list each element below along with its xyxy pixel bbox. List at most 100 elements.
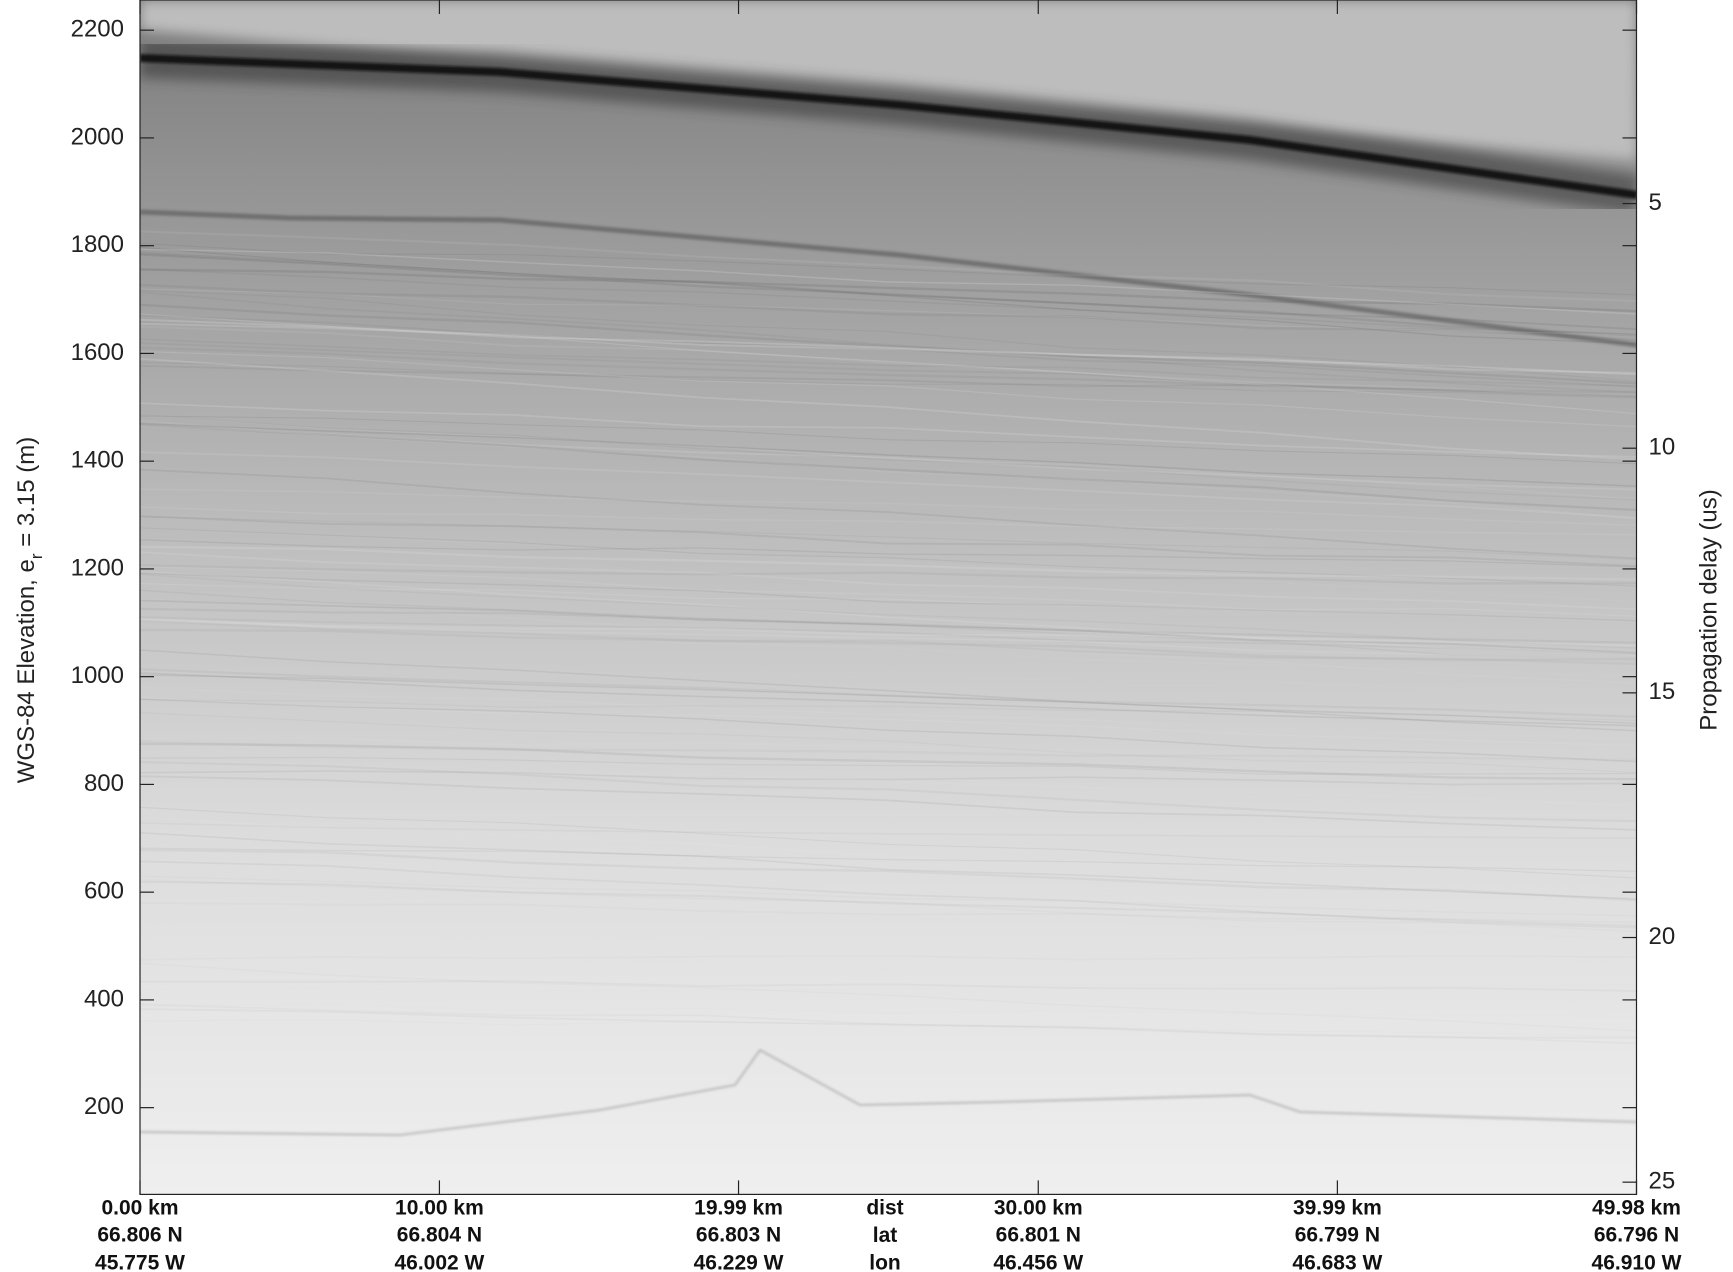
echo-layer bbox=[140, 832, 1637, 900]
echo-layer bbox=[140, 346, 1637, 394]
echo-layer bbox=[140, 697, 1637, 747]
echo-layer bbox=[140, 268, 1637, 336]
echo-layer bbox=[140, 712, 1637, 774]
echo-layer bbox=[140, 815, 1637, 891]
echo-layer bbox=[140, 570, 1637, 656]
row-label: dist bbox=[866, 1197, 903, 1220]
echo-layer bbox=[140, 338, 1637, 387]
lon-label: 46.683 W bbox=[1292, 1252, 1382, 1272]
echo-layer bbox=[140, 357, 1637, 461]
echo-layer bbox=[140, 252, 1637, 337]
y-tick-label: 600 bbox=[84, 878, 124, 905]
lon-label: 46.910 W bbox=[1592, 1252, 1682, 1272]
y-tick-label: 800 bbox=[84, 770, 124, 797]
y-axis-label: WGS-84 Elevation, er = 3.15 (m) bbox=[13, 437, 46, 784]
y2-tick-label: 25 bbox=[1649, 1168, 1676, 1195]
echo-layer bbox=[140, 619, 1637, 666]
echo-layer bbox=[140, 424, 1637, 512]
x-tick-label: 39.99 km bbox=[1293, 1197, 1382, 1220]
echo-layer bbox=[140, 288, 1637, 336]
lon-label: 46.229 W bbox=[694, 1252, 784, 1272]
echo-layer bbox=[140, 350, 1637, 428]
lat-label: 66.801 N bbox=[996, 1224, 1081, 1247]
echo-layer bbox=[140, 564, 1637, 585]
echo-layer bbox=[140, 929, 1637, 964]
echo-layer bbox=[140, 361, 1637, 399]
echo-layer bbox=[140, 822, 1637, 840]
echo-layer bbox=[140, 283, 1637, 342]
x-tick-label: 19.99 km bbox=[694, 1197, 783, 1220]
echo-layer bbox=[140, 539, 1637, 568]
echo-layer bbox=[140, 1008, 1637, 1039]
echo-layer bbox=[140, 858, 1637, 884]
echo-layer bbox=[140, 303, 1637, 385]
echo-layer bbox=[140, 527, 1637, 587]
echo-layer bbox=[140, 516, 1637, 561]
y2-tick-label: 5 bbox=[1649, 189, 1662, 216]
x-tick-label: 0.00 km bbox=[101, 1197, 178, 1220]
echo-layer bbox=[140, 268, 1637, 313]
row-label: lon bbox=[869, 1252, 901, 1272]
echo-layer bbox=[140, 583, 1637, 617]
echo-layer bbox=[140, 424, 1637, 491]
echo-layer bbox=[140, 402, 1637, 458]
echo-layer bbox=[140, 616, 1637, 656]
y-tick-label: 2200 bbox=[71, 16, 124, 43]
echo-layer bbox=[140, 619, 1637, 678]
echo-layer bbox=[140, 1004, 1637, 1053]
echo-layer bbox=[140, 572, 1637, 622]
echo-layer bbox=[140, 848, 1637, 902]
echo-layer bbox=[140, 742, 1637, 781]
y2-tick-label: 20 bbox=[1649, 923, 1676, 950]
echo-layer bbox=[140, 760, 1637, 823]
echo-layer bbox=[140, 342, 1637, 399]
echogram-image bbox=[140, 0, 1637, 1195]
y-label-rest: = 3.15 (m) bbox=[13, 437, 40, 554]
y-label-main: WGS-84 Elevation, e bbox=[13, 559, 40, 783]
echo-layer bbox=[140, 325, 1637, 400]
echo-layer bbox=[140, 248, 1637, 315]
y2-tick-label: 15 bbox=[1649, 678, 1676, 705]
y-tick-label: 1200 bbox=[71, 554, 124, 581]
lat-label: 66.799 N bbox=[1295, 1224, 1380, 1247]
row-label: lat bbox=[873, 1224, 898, 1247]
y-tick-label: 2000 bbox=[71, 123, 124, 150]
echo-layer bbox=[140, 980, 1637, 992]
echo-layer bbox=[140, 545, 1637, 581]
x-tick-label: 10.00 km bbox=[395, 1197, 484, 1220]
echo-layer bbox=[140, 598, 1637, 685]
echo-layer bbox=[140, 686, 1637, 741]
echo-layer bbox=[140, 775, 1637, 831]
echo-layer bbox=[140, 527, 1637, 603]
echo-layer bbox=[140, 668, 1637, 719]
lon-label: 46.456 W bbox=[993, 1252, 1083, 1272]
echo-layer bbox=[140, 740, 1637, 820]
lat-label: 66.803 N bbox=[696, 1224, 781, 1247]
echo-layer bbox=[140, 291, 1637, 394]
lon-label: 45.775 W bbox=[95, 1252, 185, 1272]
lon-label: 46.002 W bbox=[394, 1252, 484, 1272]
echo-layer bbox=[140, 628, 1637, 662]
echo-layer bbox=[140, 847, 1637, 873]
echo-layer bbox=[140, 230, 1637, 303]
echo-layer bbox=[140, 589, 1637, 660]
y-tick-label: 1000 bbox=[71, 662, 124, 689]
y-label-sub: r bbox=[27, 553, 46, 559]
x-tick-label: 30.00 km bbox=[994, 1197, 1083, 1220]
lat-label: 66.796 N bbox=[1594, 1224, 1679, 1247]
y2-axis-label: Propagation delay (us) bbox=[1695, 489, 1722, 730]
echo-layer bbox=[140, 756, 1637, 775]
echo-layer bbox=[140, 506, 1637, 536]
echo-layer bbox=[140, 760, 1637, 807]
y-tick-label: 1800 bbox=[71, 231, 124, 258]
echo-layer bbox=[140, 515, 1637, 567]
echo-layer bbox=[140, 318, 1637, 376]
echo-layer bbox=[140, 892, 1637, 935]
echo-layer bbox=[140, 770, 1637, 786]
lat-label: 66.804 N bbox=[397, 1224, 482, 1247]
echo-layer bbox=[140, 253, 1637, 331]
echo-layer bbox=[140, 668, 1637, 691]
echo-layer bbox=[140, 860, 1637, 929]
echo-layer bbox=[140, 551, 1637, 611]
